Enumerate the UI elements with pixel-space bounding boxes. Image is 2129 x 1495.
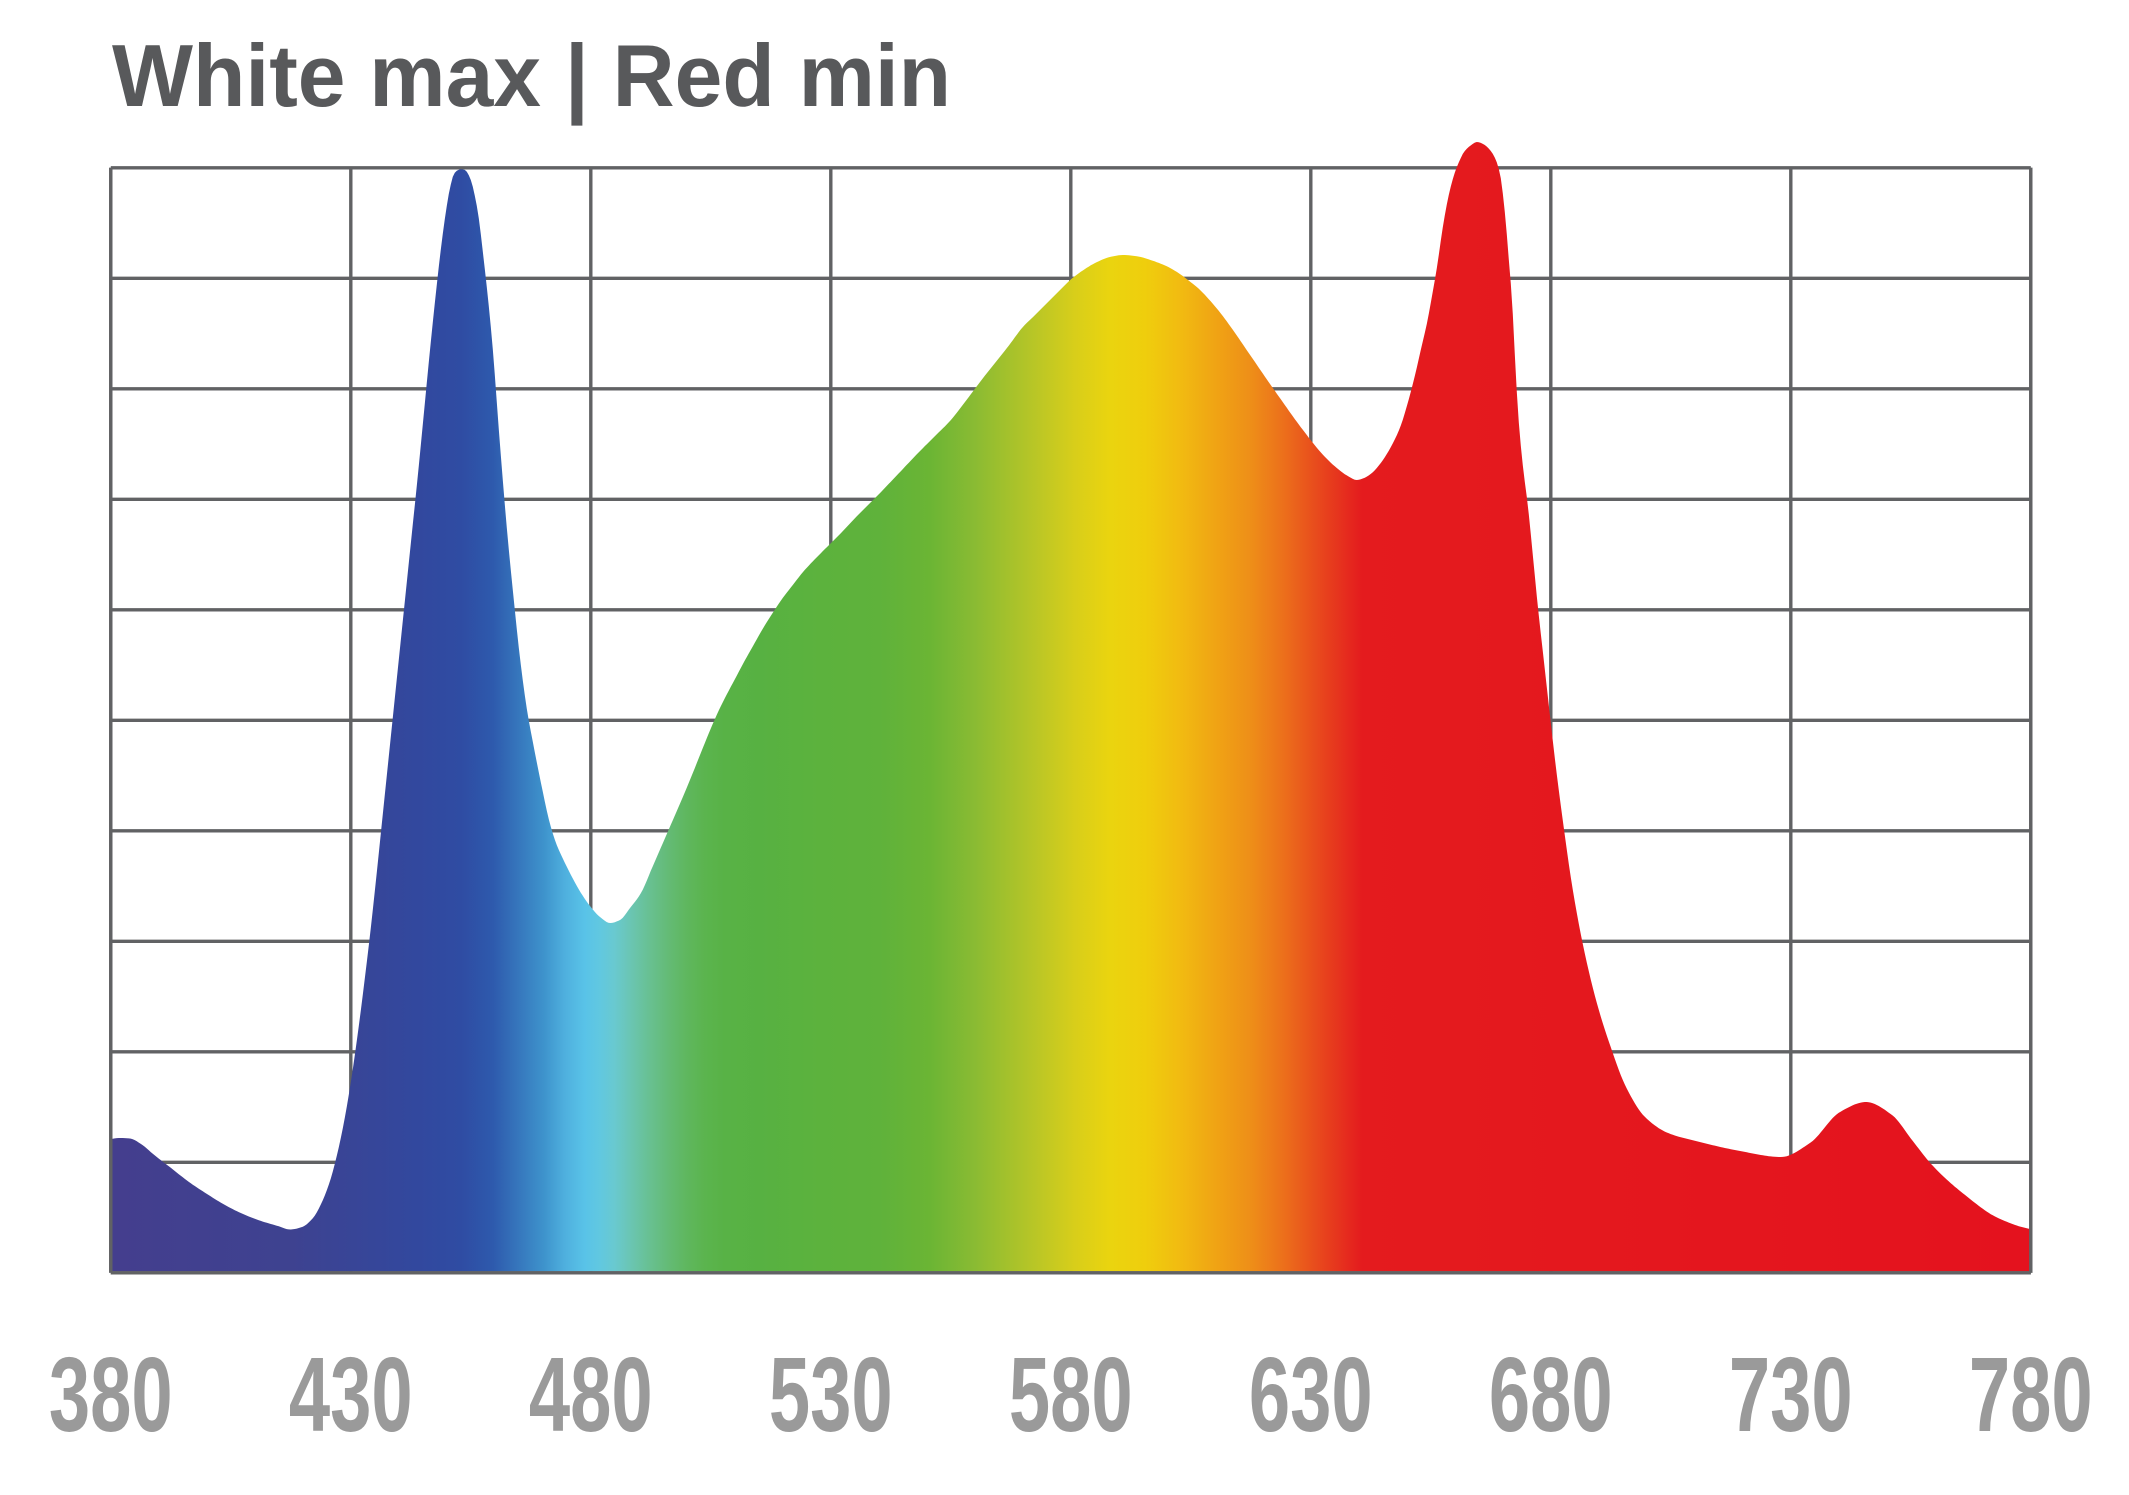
svg-text:White max | Red min: White max | Red min — [112, 27, 951, 126]
svg-text:430: 430 — [289, 1336, 413, 1454]
svg-text:480: 480 — [529, 1336, 653, 1454]
svg-text:630: 630 — [1249, 1336, 1373, 1454]
svg-text:380: 380 — [49, 1336, 173, 1454]
svg-text:530: 530 — [769, 1336, 893, 1454]
svg-text:580: 580 — [1009, 1336, 1133, 1454]
svg-text:730: 730 — [1729, 1336, 1853, 1454]
svg-text:780: 780 — [1969, 1336, 2093, 1454]
svg-text:680: 680 — [1489, 1336, 1613, 1454]
